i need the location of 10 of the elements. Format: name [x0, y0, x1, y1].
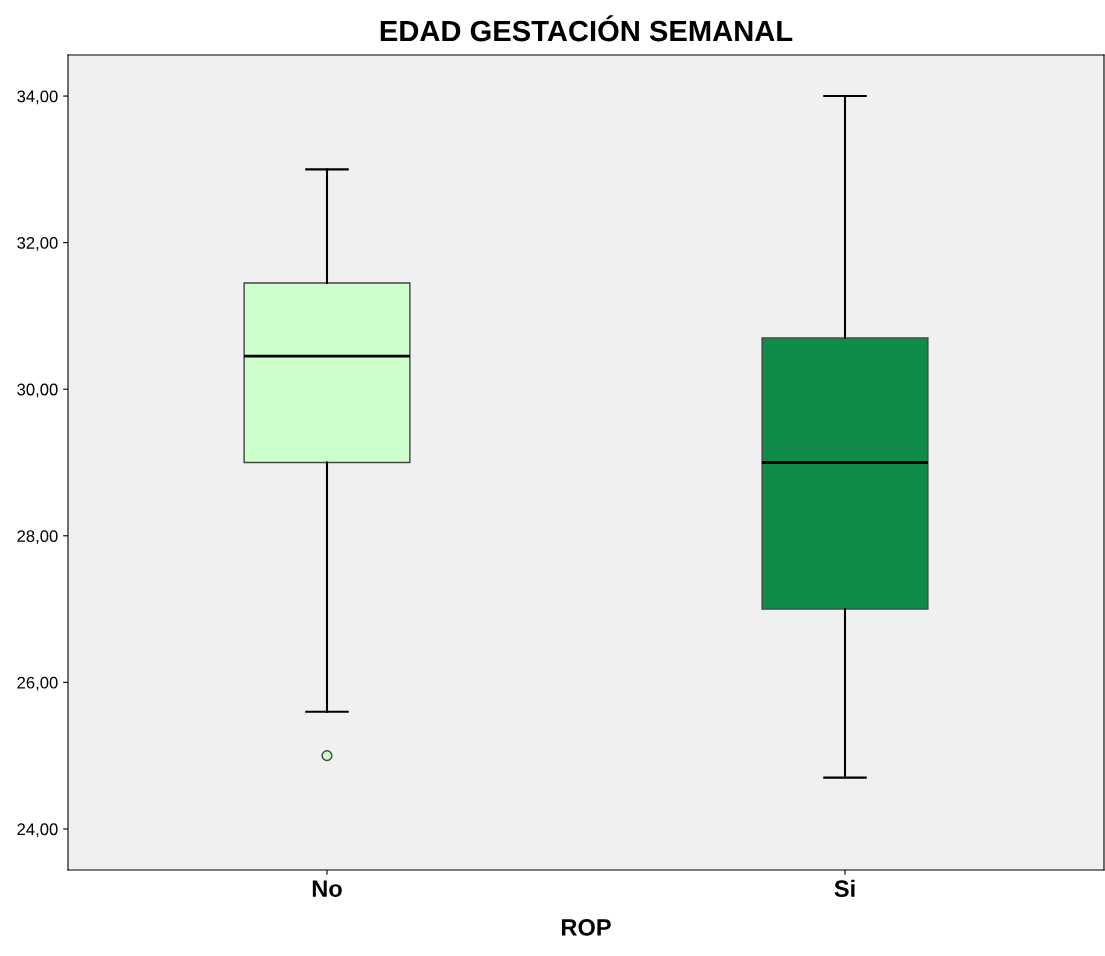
x-tick-label: No	[312, 880, 342, 898]
y-tick-label: 32,00	[17, 237, 58, 251]
y-tick-label: 24,00	[17, 823, 58, 838]
x-axis-title: ROP	[562, 919, 611, 936]
y-tick-label: 28,00	[17, 530, 58, 544]
y-tick-label: 34,00	[17, 90, 58, 105]
y-tick-label: 30,00	[17, 383, 58, 398]
chart-title: EDAD GESTACIÓN SEMANAL	[380, 15, 793, 42]
y-tick-label: 26,00	[17, 676, 58, 691]
x-tick-label: Si	[834, 879, 855, 898]
